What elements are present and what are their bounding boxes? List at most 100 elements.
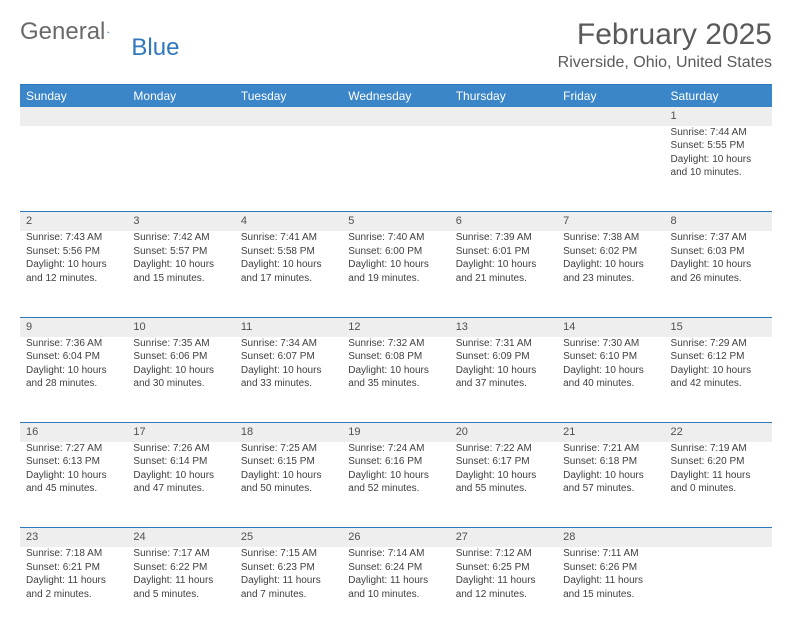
sunset-text: Sunset: 6:10 PM	[563, 350, 658, 364]
day-info-cell: Sunrise: 7:24 AMSunset: 6:16 PMDaylight:…	[342, 442, 449, 528]
weekday-header: Wednesday	[342, 85, 449, 108]
sunrise-text: Sunrise: 7:40 AM	[348, 231, 443, 245]
day-number-cell: 2	[20, 212, 127, 231]
day-info-row: Sunrise: 7:27 AMSunset: 6:13 PMDaylight:…	[20, 442, 772, 528]
day-info-cell: Sunrise: 7:19 AMSunset: 6:20 PMDaylight:…	[665, 442, 772, 528]
sunrise-text: Sunrise: 7:35 AM	[133, 337, 228, 351]
day-info-cell: Sunrise: 7:29 AMSunset: 6:12 PMDaylight:…	[665, 337, 772, 423]
day-info-cell: Sunrise: 7:27 AMSunset: 6:13 PMDaylight:…	[20, 442, 127, 528]
day-number-cell	[342, 107, 449, 126]
day-number-cell	[450, 107, 557, 126]
day-info-cell: Sunrise: 7:40 AMSunset: 6:00 PMDaylight:…	[342, 231, 449, 317]
sunset-text: Sunset: 6:17 PM	[456, 455, 551, 469]
day-info-cell: Sunrise: 7:11 AMSunset: 6:26 PMDaylight:…	[557, 547, 664, 633]
day-number-row: 232425262728	[20, 528, 772, 547]
sunset-text: Sunset: 6:25 PM	[456, 561, 551, 575]
sunset-text: Sunset: 5:55 PM	[671, 139, 766, 153]
daylight-text: Daylight: 10 hours and 33 minutes.	[241, 364, 336, 391]
sunset-text: Sunset: 6:13 PM	[26, 455, 121, 469]
sunset-text: Sunset: 6:15 PM	[241, 455, 336, 469]
day-number-cell	[235, 107, 342, 126]
daylight-text: Daylight: 10 hours and 42 minutes.	[671, 364, 766, 391]
daylight-text: Daylight: 10 hours and 17 minutes.	[241, 258, 336, 285]
daylight-text: Daylight: 10 hours and 45 minutes.	[26, 469, 121, 496]
daylight-text: Daylight: 10 hours and 23 minutes.	[563, 258, 658, 285]
day-number-cell: 7	[557, 212, 664, 231]
daylight-text: Daylight: 10 hours and 28 minutes.	[26, 364, 121, 391]
daylight-text: Daylight: 10 hours and 21 minutes.	[456, 258, 551, 285]
weekday-header: Tuesday	[235, 85, 342, 108]
daylight-text: Daylight: 10 hours and 47 minutes.	[133, 469, 228, 496]
weekday-header: Friday	[557, 85, 664, 108]
location: Riverside, Ohio, United States	[558, 54, 772, 72]
daylight-text: Daylight: 11 hours and 2 minutes.	[26, 574, 121, 601]
sunset-text: Sunset: 6:16 PM	[348, 455, 443, 469]
day-number-cell: 26	[342, 528, 449, 547]
daylight-text: Daylight: 10 hours and 30 minutes.	[133, 364, 228, 391]
day-info-cell: Sunrise: 7:44 AMSunset: 5:55 PMDaylight:…	[665, 126, 772, 212]
day-number-cell: 11	[235, 317, 342, 336]
day-number-cell: 15	[665, 317, 772, 336]
day-info-cell: Sunrise: 7:15 AMSunset: 6:23 PMDaylight:…	[235, 547, 342, 633]
sunset-text: Sunset: 6:14 PM	[133, 455, 228, 469]
weekday-header: Sunday	[20, 85, 127, 108]
sunrise-text: Sunrise: 7:32 AM	[348, 337, 443, 351]
daylight-text: Daylight: 10 hours and 15 minutes.	[133, 258, 228, 285]
day-number-cell: 6	[450, 212, 557, 231]
day-info-cell	[235, 126, 342, 212]
day-info-cell: Sunrise: 7:14 AMSunset: 6:24 PMDaylight:…	[342, 547, 449, 633]
daylight-text: Daylight: 10 hours and 40 minutes.	[563, 364, 658, 391]
day-info-cell	[450, 126, 557, 212]
day-info-cell: Sunrise: 7:35 AMSunset: 6:06 PMDaylight:…	[127, 337, 234, 423]
sunrise-text: Sunrise: 7:34 AM	[241, 337, 336, 351]
sunset-text: Sunset: 6:26 PM	[563, 561, 658, 575]
day-info-cell	[20, 126, 127, 212]
sunrise-text: Sunrise: 7:36 AM	[26, 337, 121, 351]
day-info-row: Sunrise: 7:43 AMSunset: 5:56 PMDaylight:…	[20, 231, 772, 317]
day-number-cell: 1	[665, 107, 772, 126]
daylight-text: Daylight: 10 hours and 26 minutes.	[671, 258, 766, 285]
sunrise-text: Sunrise: 7:22 AM	[456, 442, 551, 456]
day-info-cell: Sunrise: 7:38 AMSunset: 6:02 PMDaylight:…	[557, 231, 664, 317]
sunset-text: Sunset: 6:21 PM	[26, 561, 121, 575]
day-number-cell	[557, 107, 664, 126]
sunset-text: Sunset: 5:58 PM	[241, 245, 336, 259]
logo-sail-icon	[107, 23, 110, 41]
day-info-cell: Sunrise: 7:32 AMSunset: 6:08 PMDaylight:…	[342, 337, 449, 423]
sunrise-text: Sunrise: 7:42 AM	[133, 231, 228, 245]
day-number-row: 1	[20, 107, 772, 126]
day-info-row: Sunrise: 7:44 AMSunset: 5:55 PMDaylight:…	[20, 126, 772, 212]
day-info-cell: Sunrise: 7:17 AMSunset: 6:22 PMDaylight:…	[127, 547, 234, 633]
day-info-row: Sunrise: 7:18 AMSunset: 6:21 PMDaylight:…	[20, 547, 772, 633]
daylight-text: Daylight: 11 hours and 10 minutes.	[348, 574, 443, 601]
sunrise-text: Sunrise: 7:41 AM	[241, 231, 336, 245]
sunrise-text: Sunrise: 7:39 AM	[456, 231, 551, 245]
day-info-cell: Sunrise: 7:25 AMSunset: 6:15 PMDaylight:…	[235, 442, 342, 528]
weekday-header: Monday	[127, 85, 234, 108]
day-number-cell: 14	[557, 317, 664, 336]
day-number-cell: 23	[20, 528, 127, 547]
day-number-cell: 22	[665, 423, 772, 442]
sunrise-text: Sunrise: 7:38 AM	[563, 231, 658, 245]
day-info-cell	[342, 126, 449, 212]
day-info-cell: Sunrise: 7:42 AMSunset: 5:57 PMDaylight:…	[127, 231, 234, 317]
day-info-cell: Sunrise: 7:36 AMSunset: 6:04 PMDaylight:…	[20, 337, 127, 423]
sunrise-text: Sunrise: 7:15 AM	[241, 547, 336, 561]
weekday-header-row: Sunday Monday Tuesday Wednesday Thursday…	[20, 85, 772, 108]
daylight-text: Daylight: 10 hours and 50 minutes.	[241, 469, 336, 496]
sunrise-text: Sunrise: 7:31 AM	[456, 337, 551, 351]
day-info-cell: Sunrise: 7:22 AMSunset: 6:17 PMDaylight:…	[450, 442, 557, 528]
sunset-text: Sunset: 6:23 PM	[241, 561, 336, 575]
day-info-row: Sunrise: 7:36 AMSunset: 6:04 PMDaylight:…	[20, 337, 772, 423]
daylight-text: Daylight: 11 hours and 5 minutes.	[133, 574, 228, 601]
sunrise-text: Sunrise: 7:37 AM	[671, 231, 766, 245]
day-number-row: 2345678	[20, 212, 772, 231]
sunset-text: Sunset: 6:24 PM	[348, 561, 443, 575]
sunrise-text: Sunrise: 7:17 AM	[133, 547, 228, 561]
sunset-text: Sunset: 6:20 PM	[671, 455, 766, 469]
day-info-cell: Sunrise: 7:34 AMSunset: 6:07 PMDaylight:…	[235, 337, 342, 423]
daylight-text: Daylight: 10 hours and 37 minutes.	[456, 364, 551, 391]
sunrise-text: Sunrise: 7:29 AM	[671, 337, 766, 351]
daylight-text: Daylight: 10 hours and 52 minutes.	[348, 469, 443, 496]
sunset-text: Sunset: 6:03 PM	[671, 245, 766, 259]
